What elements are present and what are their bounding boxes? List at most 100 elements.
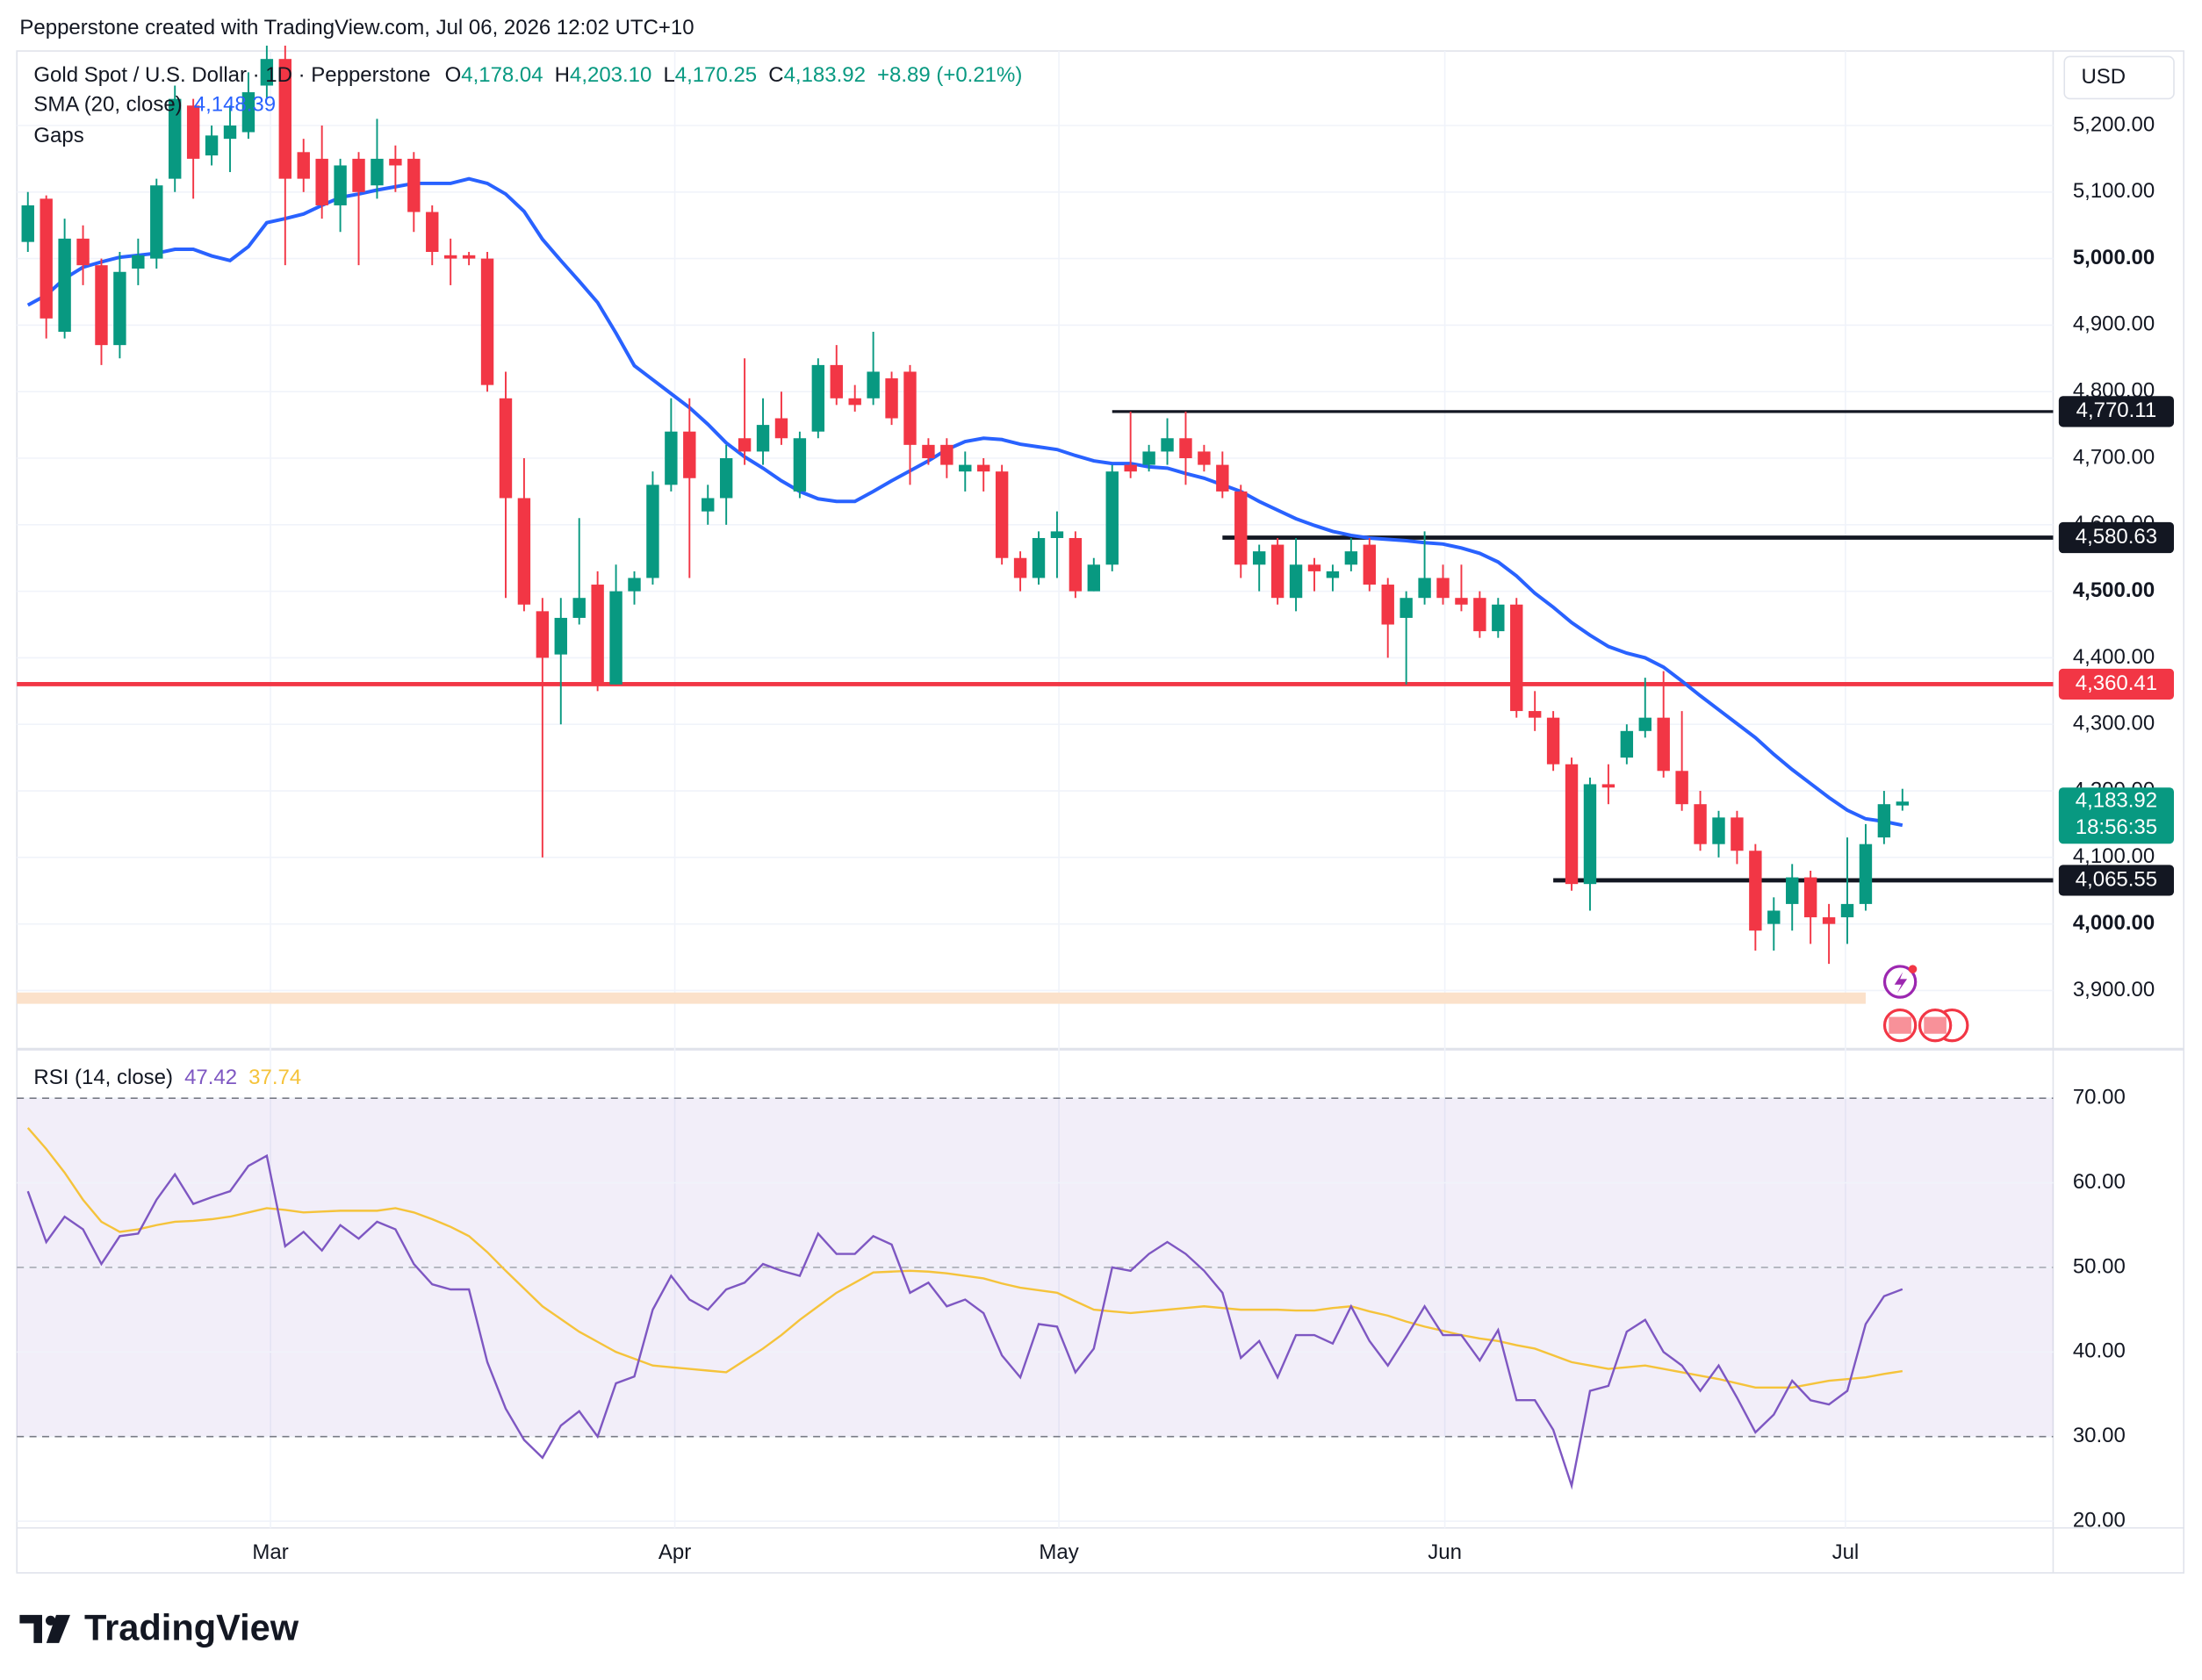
frame <box>16 50 2185 1574</box>
rsi-ma-value: 37.74 <box>248 1066 301 1089</box>
y-tick-label: 5,000.00 <box>2073 246 2155 269</box>
candle-body <box>1877 804 1891 838</box>
level-label: 4,065.55 <box>2076 867 2157 891</box>
candle-body <box>1803 877 1817 918</box>
candle-body <box>793 438 807 492</box>
logo-text: TradingView <box>84 1606 299 1648</box>
rsi-line <box>26 1127 1903 1389</box>
rsi-value: 47.42 <box>184 1066 237 1089</box>
candle-body <box>1749 851 1762 931</box>
currency-box[interactable] <box>2063 55 2175 100</box>
candle-body <box>646 485 659 578</box>
candle-body <box>1638 717 1652 731</box>
x-tick-label: Apr <box>658 1540 691 1564</box>
candle-body <box>1694 804 1707 844</box>
candle-body <box>1657 717 1670 772</box>
candle-body <box>462 255 476 259</box>
y-tick-label: 5,200.00 <box>2073 112 2155 136</box>
rsi-tick-label: 30.00 <box>2073 1424 2126 1447</box>
candle-body <box>995 471 1009 558</box>
candle-body <box>1161 438 1174 452</box>
candle-body <box>922 444 935 459</box>
candle-body <box>297 152 310 179</box>
rsi-tick-label: 60.00 <box>2073 1170 2126 1194</box>
candle-body <box>1032 537 1046 578</box>
candle-body <box>278 59 291 179</box>
candle-body <box>554 617 567 655</box>
candle-body <box>536 611 550 658</box>
candle-body <box>1859 844 1873 904</box>
candle-body <box>1601 784 1616 788</box>
candle-body <box>1105 471 1119 565</box>
sma-value: 4,148.39 <box>194 93 276 117</box>
candle-body <box>1013 557 1027 578</box>
candle-body <box>683 431 696 478</box>
level-label-box <box>2058 668 2175 700</box>
candle-body <box>572 598 586 618</box>
currency[interactable]: USD <box>2081 65 2126 89</box>
candle-body <box>867 371 880 398</box>
candle-body <box>1124 464 1137 472</box>
ohlc-key: L <box>663 63 674 87</box>
y-tick-label: 4,500.00 <box>2073 578 2155 602</box>
candle-body <box>517 498 531 605</box>
candle-body <box>665 431 678 485</box>
event-icons[interactable] <box>1882 965 1969 1043</box>
candle-body <box>241 92 255 133</box>
rsi-tick-label: 40.00 <box>2073 1339 2126 1363</box>
candle-body <box>371 158 384 186</box>
candle-body <box>1546 717 1560 765</box>
candle-body <box>58 238 71 332</box>
ohlc-key: C <box>768 63 783 87</box>
candle-body <box>738 438 752 452</box>
candle-body <box>1234 491 1248 565</box>
candle-body <box>591 585 604 685</box>
y-tick-label: 4,300.00 <box>2073 712 2155 736</box>
candle-body <box>113 271 126 346</box>
candle-body <box>719 458 733 499</box>
flag <box>1924 1016 1947 1034</box>
candle-body <box>1069 537 1083 592</box>
candle-body <box>830 364 843 398</box>
level-label: 4,360.41 <box>2076 671 2157 695</box>
candle-body <box>1179 438 1192 459</box>
level-label-box <box>2058 865 2175 896</box>
candle-body <box>848 398 861 406</box>
candle-body <box>1344 551 1358 565</box>
level-label-box <box>2058 396 2175 427</box>
flag <box>1889 1016 1911 1034</box>
candle-body <box>352 158 365 192</box>
candle-body <box>1822 917 1836 924</box>
y-tick-label: 4,900.00 <box>2073 312 2155 336</box>
candle-body <box>443 255 457 259</box>
x-tick-label: May <box>1039 1540 1078 1564</box>
candle-body <box>315 158 328 205</box>
level-label: 4,770.11 <box>2076 398 2157 422</box>
ohlc-key: H <box>555 63 570 87</box>
rsi-tick-label: 20.00 <box>2073 1508 2126 1532</box>
y-tick-label: 4,700.00 <box>2073 445 2155 469</box>
candle-body <box>1786 877 1799 904</box>
candle-body <box>774 418 788 439</box>
candle-body <box>186 105 200 159</box>
candle-body <box>76 238 90 266</box>
candle-body <box>1363 544 1376 585</box>
candle-body <box>499 398 513 499</box>
candle-body <box>132 255 145 269</box>
candle-body <box>334 165 347 205</box>
last-price: 4,183.92 <box>2076 789 2157 813</box>
candle-body <box>426 212 439 253</box>
candle-body <box>205 135 219 156</box>
ohlc-value: 4,178.04 <box>461 63 543 87</box>
candle-body <box>1492 604 1505 632</box>
y-tick-label: 4,100.00 <box>2073 844 2155 868</box>
candle-body <box>1565 764 1579 885</box>
candle-body <box>1473 598 1486 632</box>
ohlc-value: 4,203.10 <box>570 63 651 87</box>
logo-mark <box>19 1614 42 1643</box>
rsi-label: RSI (14, close) <box>33 1066 173 1089</box>
symbol-legend: Gold Spot / U.S. Dollar · 1D · Peppersto… <box>33 63 1022 87</box>
level-label-box <box>2058 521 2175 554</box>
gaps-legend: Gaps <box>33 124 83 147</box>
level-label: 4,580.63 <box>2076 525 2157 549</box>
